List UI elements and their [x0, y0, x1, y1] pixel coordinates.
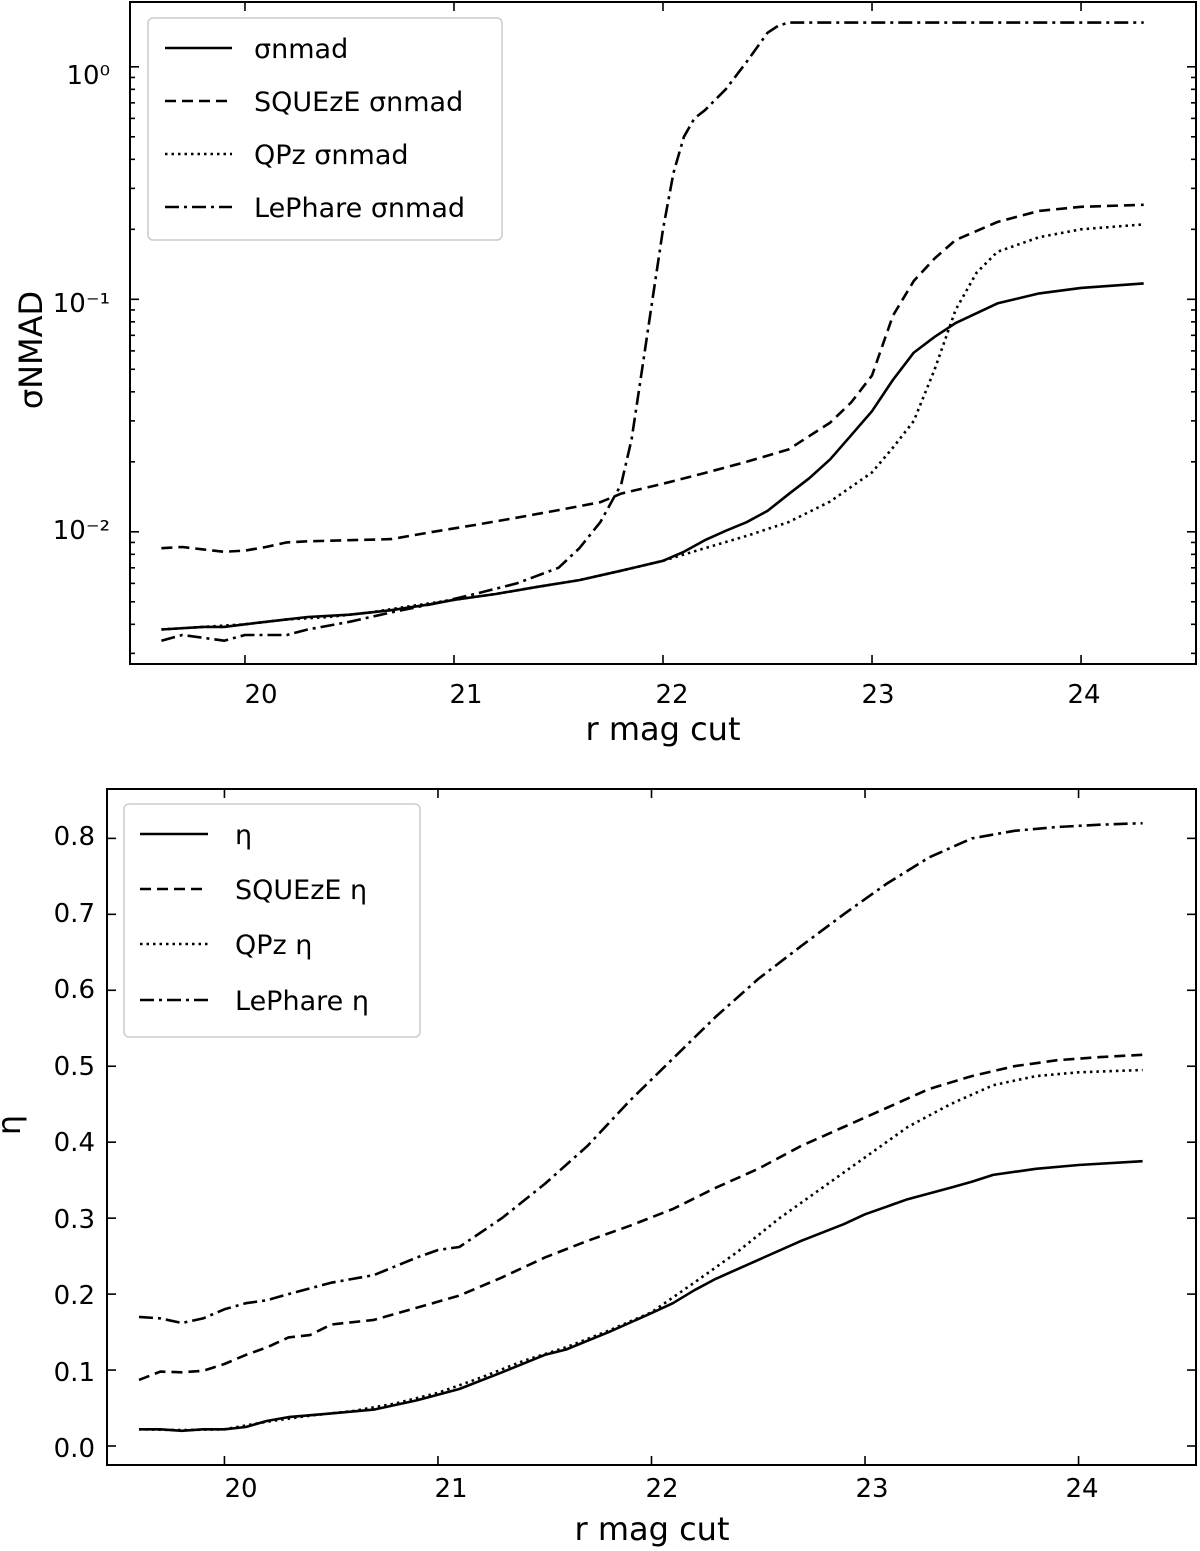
x-tick-label: 22 — [655, 680, 688, 710]
y-tick-label: 0.5 — [54, 1052, 95, 1082]
series-line-dashed — [161, 203, 1144, 554]
x-tick-label: 24 — [1065, 1474, 1098, 1504]
legend-frame — [123, 803, 421, 1038]
y-tick-label: 0.7 — [54, 899, 95, 929]
y-tick-label: 0.2 — [54, 1281, 95, 1311]
x-tick-label: 24 — [1067, 680, 1100, 710]
legend-label: η — [235, 820, 252, 851]
legend-label: LePhare η — [235, 986, 369, 1017]
y-tick-label: 0.8 — [54, 822, 95, 852]
series-line-dashed — [138, 1053, 1143, 1382]
y-axis-label: η — [0, 1115, 28, 1135]
series-lines — [138, 821, 1143, 1433]
legend-label: SQUEzE η — [235, 875, 367, 906]
x-axis-label: r mag cut — [574, 1510, 729, 1548]
x-tick-label: 23 — [855, 1474, 888, 1504]
y-tick-label: 0.0 — [54, 1434, 95, 1464]
x-tick-label: 23 — [861, 680, 894, 710]
y-axis-label: σNMAD — [12, 291, 50, 409]
legend-label: QPz σnmad — [254, 140, 409, 171]
legend-label: LePhare σnmad — [254, 193, 465, 224]
x-tick-label: 22 — [645, 1474, 678, 1504]
x-tick-label: 21 — [449, 680, 482, 710]
tick-marks — [107, 789, 1196, 1465]
series-lines — [161, 21, 1144, 642]
series-line-solid — [139, 1159, 1143, 1433]
y-tick-label: 10⁻¹ — [53, 289, 110, 319]
y-tick-label: 0.6 — [54, 975, 95, 1005]
series-line-dashdot — [138, 821, 1143, 1325]
legend-label: SQUEzE σnmad — [254, 87, 463, 118]
legend-label: σnmad — [254, 34, 348, 65]
tick-marks — [130, 2, 1196, 664]
tick-labels: 20 21 22 23 24 0.0 0.1 0.2 0.3 0.4 0.5 0… — [54, 822, 1099, 1504]
y-tick-label: 0.3 — [54, 1205, 95, 1235]
legend: σnmad SQUEzE σnmad QPz σnmad LePhare σnm… — [147, 17, 503, 241]
y-tick-label: 10⁰ — [66, 61, 110, 91]
legend-frame — [147, 17, 503, 241]
x-tick-label: 21 — [434, 1474, 467, 1504]
y-tick-label: 0.1 — [54, 1358, 95, 1388]
y-tick-label: 0.4 — [54, 1128, 95, 1158]
y-tick-label: 10⁻² — [53, 516, 110, 546]
sigma-nmad-panel: 20 21 22 23 24 10⁻² 10⁻¹ 10⁰ r mag cut σ… — [12, 1, 1197, 748]
series-line-dashdot — [161, 21, 1144, 642]
series-line-dotted — [138, 1068, 1143, 1432]
legend: η SQUEzE η QPz η LePhare η — [123, 803, 421, 1038]
x-tick-label: 20 — [224, 1474, 257, 1504]
series-line-dotted — [161, 223, 1144, 631]
series-line-solid — [161, 282, 1144, 631]
eta-panel: 20 21 22 23 24 0.0 0.1 0.2 0.3 0.4 0.5 0… — [0, 788, 1197, 1548]
x-tick-label: 20 — [244, 680, 277, 710]
tick-labels: 20 21 22 23 24 10⁻² 10⁻¹ 10⁰ — [53, 61, 1101, 710]
x-axis-label: r mag cut — [585, 710, 740, 748]
legend-label: QPz η — [235, 930, 312, 961]
